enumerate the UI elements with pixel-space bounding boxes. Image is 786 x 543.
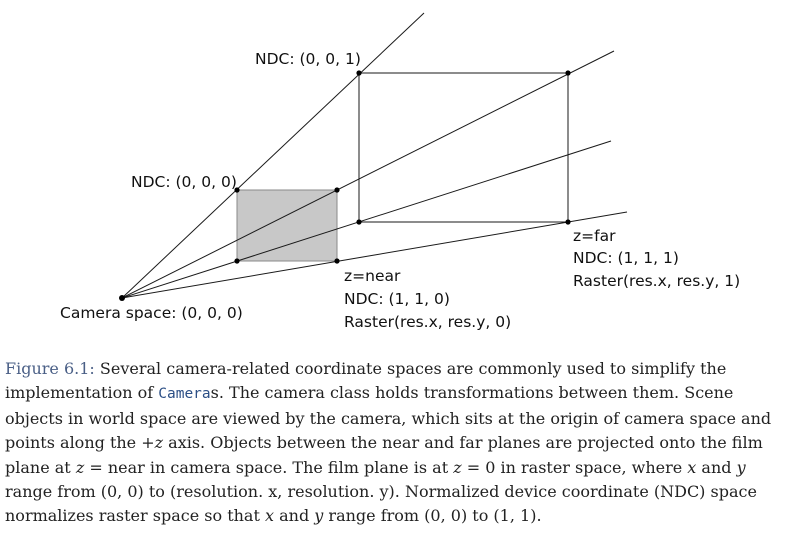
ray-top-right xyxy=(121,50,615,299)
math-zero-pair-2: (0, 0) xyxy=(424,506,468,526)
far-bottom-right-point xyxy=(565,219,571,225)
caption-text-9: . xyxy=(536,506,542,526)
near-bottom-right-point xyxy=(334,258,340,264)
diagram-labels: NDC: (0, 0, 1) NDC: (0, 0, 0) Camera spa… xyxy=(60,50,740,331)
caption-text-3: axis. Objects between the near and far p… xyxy=(5,433,763,477)
caption-and-2: and xyxy=(274,506,315,526)
near-top-left-point xyxy=(234,187,240,193)
math-x-2: x xyxy=(264,506,275,526)
caption-text-5: in raster space, where xyxy=(495,457,688,477)
caption-to-2: to xyxy=(467,506,494,526)
label-far-ndc: NDC: (1, 1, 1) xyxy=(573,249,679,267)
caption-text-8: range from xyxy=(323,506,425,526)
caption-text-1: Several camera-related coordinate spaces… xyxy=(5,359,727,403)
near-plane xyxy=(236,189,338,262)
caption-text-6: range from xyxy=(5,482,101,502)
math-z-3: z xyxy=(453,457,462,477)
camera-spaces-diagram: NDC: (0, 0, 1) NDC: (0, 0, 0) Camera spa… xyxy=(60,12,740,331)
math-y-2: y xyxy=(314,506,324,526)
math-y-1: y xyxy=(736,457,746,477)
figure-reference: Figure 6.1: xyxy=(5,359,95,378)
caption-text-4: in camera space. The film plane is at xyxy=(144,457,454,477)
figure-caption: Figure 6.1: Several camera-related coord… xyxy=(5,357,783,529)
math-near: near xyxy=(107,457,145,477)
code-cameras: Camera xyxy=(158,386,211,403)
math-z-2: z xyxy=(75,457,85,477)
label-far-raster: Raster(res.x, res.y, 1) xyxy=(573,272,740,290)
math-x-1: x xyxy=(687,457,697,477)
math-z-1: z xyxy=(154,433,164,453)
far-plane xyxy=(358,72,569,223)
near-bottom-left-point xyxy=(234,258,240,264)
corner-points xyxy=(119,70,571,301)
caption-to-1: to xyxy=(143,482,170,502)
label-ndc-001: NDC: (0, 0, 1) xyxy=(255,50,361,68)
math-plus: + xyxy=(141,433,155,453)
frustum-rays xyxy=(121,12,628,299)
near-plane-group xyxy=(236,189,338,262)
ray-bottom-left xyxy=(121,140,612,299)
label-far-z: z=far xyxy=(573,227,616,245)
math-equals-1: = xyxy=(84,457,108,477)
ray-top-left xyxy=(121,12,425,299)
caption-text-7: . Normalized device coordinate (NDC) spa… xyxy=(5,482,757,526)
ray-bottom-right xyxy=(121,211,628,299)
label-near-ndc: NDC: (1, 1, 0) xyxy=(344,290,450,308)
far-plane-outline xyxy=(358,72,569,223)
label-near-raster: Raster(res.x, res.y, 0) xyxy=(344,313,511,331)
far-top-left-point xyxy=(356,70,362,76)
far-top-right-point xyxy=(565,70,571,76)
near-top-right-point xyxy=(334,187,340,193)
math-zero-pair-1: (0, 0) xyxy=(100,482,144,502)
math-equals-2: = 0 xyxy=(461,457,496,477)
label-camera-space: Camera space: (0, 0, 0) xyxy=(60,304,243,322)
math-resolution-pair: (resolution. x, resolution. y) xyxy=(170,482,395,502)
far-bottom-left-point xyxy=(356,219,362,225)
label-ndc-000: NDC: (0, 0, 0) xyxy=(131,173,237,191)
math-one-pair: (1, 1) xyxy=(493,506,537,526)
caption-text-2: s. The camera class holds transformation… xyxy=(5,383,772,453)
camera-origin-point xyxy=(119,295,125,301)
label-near-z: z=near xyxy=(344,267,401,285)
caption-and-1: and xyxy=(696,457,737,477)
